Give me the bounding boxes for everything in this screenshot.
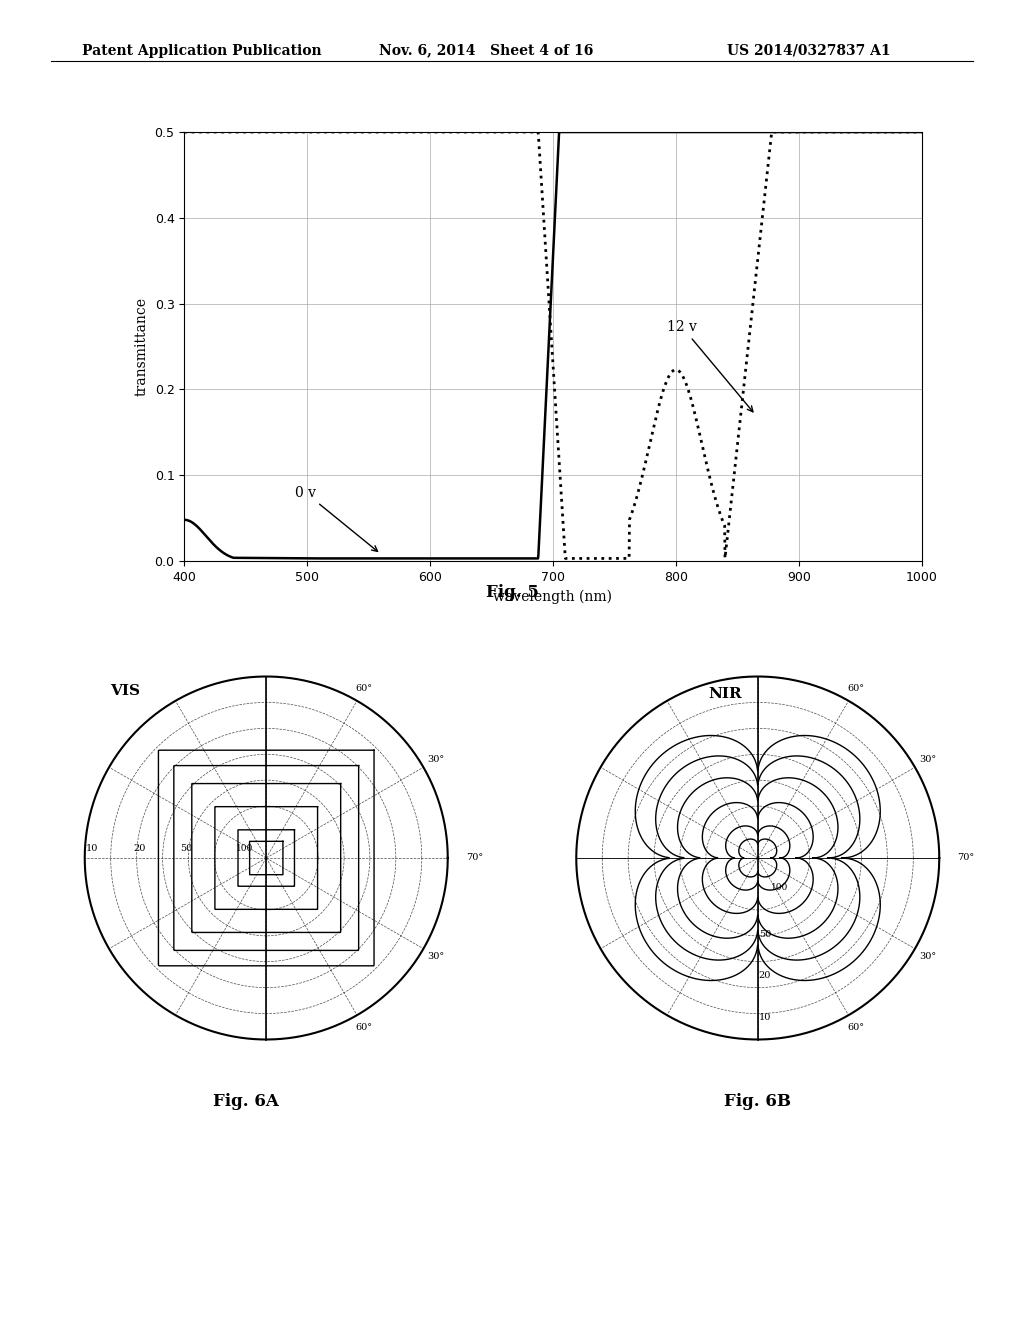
Text: 70°: 70° bbox=[466, 854, 483, 862]
Text: 60°: 60° bbox=[355, 1023, 373, 1032]
Text: 60°: 60° bbox=[355, 684, 373, 693]
Polygon shape bbox=[85, 677, 447, 1039]
Text: 60°: 60° bbox=[847, 684, 864, 693]
Text: 30°: 30° bbox=[919, 952, 936, 961]
Text: 30°: 30° bbox=[919, 755, 936, 764]
Text: 100: 100 bbox=[771, 883, 788, 891]
Y-axis label: transmittance: transmittance bbox=[135, 297, 150, 396]
Text: VIS: VIS bbox=[110, 684, 139, 698]
Text: Fig. 5: Fig. 5 bbox=[485, 583, 539, 601]
Text: 12 v: 12 v bbox=[668, 319, 753, 412]
Text: US 2014/0327837 A1: US 2014/0327837 A1 bbox=[727, 44, 891, 58]
Text: Patent Application Publication: Patent Application Publication bbox=[82, 44, 322, 58]
Text: Fig. 6B: Fig. 6B bbox=[724, 1093, 792, 1110]
Text: 60°: 60° bbox=[847, 1023, 864, 1032]
Text: 50: 50 bbox=[180, 845, 193, 854]
Text: 30°: 30° bbox=[427, 755, 444, 764]
Text: NIR: NIR bbox=[709, 688, 742, 701]
Text: Nov. 6, 2014   Sheet 4 of 16: Nov. 6, 2014 Sheet 4 of 16 bbox=[379, 44, 593, 58]
Text: Fig. 6A: Fig. 6A bbox=[213, 1093, 279, 1110]
Text: 100: 100 bbox=[236, 845, 253, 854]
Text: 20: 20 bbox=[759, 972, 771, 981]
Text: 70°: 70° bbox=[957, 854, 975, 862]
Text: 10: 10 bbox=[759, 1014, 771, 1022]
Text: 0 v: 0 v bbox=[295, 486, 378, 552]
Text: 50: 50 bbox=[759, 929, 771, 939]
Text: 20: 20 bbox=[133, 845, 145, 854]
Text: 10: 10 bbox=[86, 845, 98, 854]
X-axis label: wavelength (nm): wavelength (nm) bbox=[494, 589, 612, 603]
Text: 30°: 30° bbox=[427, 952, 444, 961]
Polygon shape bbox=[577, 677, 939, 1039]
